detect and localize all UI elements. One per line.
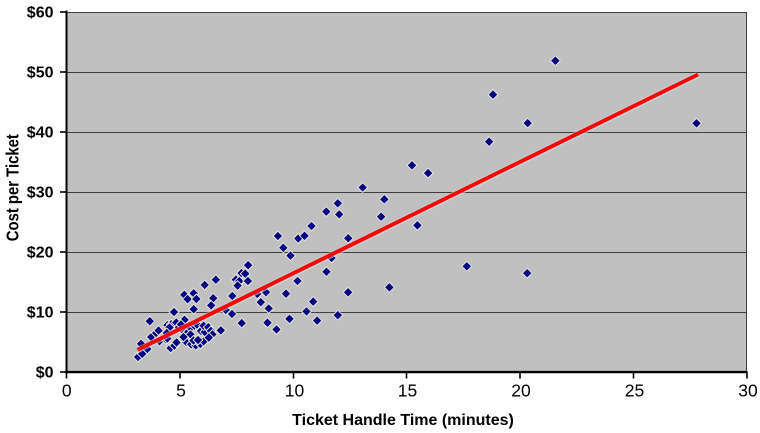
svg-text:15: 15 [398, 381, 417, 401]
svg-text:$50: $50 [27, 65, 54, 82]
svg-text:$30: $30 [27, 185, 54, 202]
svg-text:10: 10 [285, 381, 305, 401]
svg-text:$40: $40 [27, 125, 54, 142]
svg-text:Cost per Ticket: Cost per Ticket [3, 134, 23, 241]
svg-text:$60: $60 [27, 5, 54, 22]
svg-text:0: 0 [62, 381, 72, 401]
svg-text:30: 30 [738, 381, 758, 401]
svg-text:5: 5 [176, 381, 186, 401]
svg-text:25: 25 [625, 381, 644, 401]
svg-text:$10: $10 [27, 305, 54, 322]
svg-text:Ticket Handle Time (minutes): Ticket Handle Time (minutes) [292, 412, 514, 429]
svg-text:$0: $0 [36, 365, 54, 382]
svg-text:$20: $20 [27, 245, 54, 262]
svg-text:20: 20 [511, 381, 531, 401]
